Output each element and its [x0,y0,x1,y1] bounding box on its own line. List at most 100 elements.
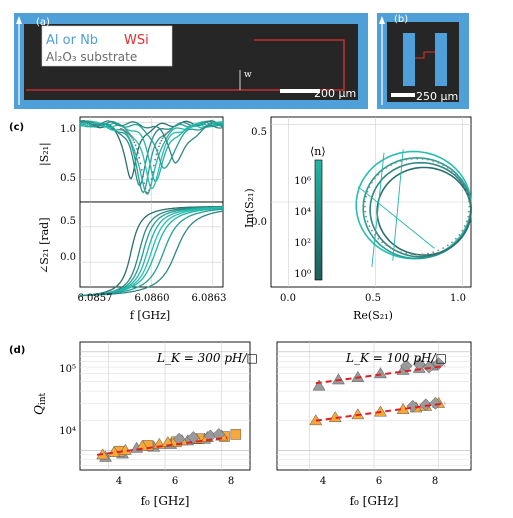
polar-data-point [442,164,445,167]
c-top-curves [79,120,224,195]
polar-data-point [437,161,440,164]
colorbar-tick-4: 10⁰ [294,269,311,280]
legend-substrate-label: Al₂O₃ substrate [46,50,137,64]
polar-data-point [405,252,408,255]
s21-phase-trace [80,210,224,297]
s21-data-point [153,164,155,167]
s21-data-point [137,152,139,154]
polar-data-point [390,247,392,250]
s21-magnitude-trace [79,120,224,183]
c-xtick-2: 6.0860 [135,293,170,304]
wsi-bridge [415,51,435,59]
polar-data-point [400,251,402,254]
polar-xtick-1: 0.0 [280,293,296,304]
polar-data-point [432,160,435,162]
polar-data-point [368,186,371,189]
s21-data-point [164,134,166,137]
s21-data-point [162,135,165,138]
polar-data-point [365,215,367,218]
legend-al-label: Al or Nb [46,33,98,48]
gray-triangle-marker [312,379,326,391]
polar-data-point [437,249,440,252]
fit-line-low [315,402,446,422]
c-xtick-1: 6.0857 [78,293,113,304]
gray-diamond-marker [406,399,420,413]
polar-data-point [451,241,453,244]
polar-chord [357,186,435,249]
s21-data-point [161,137,164,140]
d-left-axes: L_K = 300 pH/□ 10⁵ 10⁴ Qint 4 6 8 f₀ [GH… [32,341,258,508]
polar-data-point [377,237,380,240]
polar-data-point [371,229,373,232]
d-left-xtick-2: 6 [172,476,178,487]
polar-data-point [371,181,373,184]
polar-data-point [400,160,402,162]
c-xtick-3: 6.0863 [192,293,227,304]
polar-data-point [467,215,470,218]
colorbar-label: ⟨n⟩ [310,145,326,158]
s21-magnitude-trace [79,120,224,169]
polar-data-point [416,157,418,160]
polar-data-point [366,190,369,193]
polar-data-point [421,158,424,160]
s21-data-point [126,131,128,134]
polar-xtick-2: 0.5 [365,293,381,304]
polar-chord [392,149,404,261]
polar-data-point [468,210,470,213]
polar-data-point [373,233,376,236]
scale-bar-b [391,93,415,97]
polar-ylabel: Im(S₂₁) [243,188,256,228]
s21-data-point [130,137,133,139]
s21-data-point [128,133,131,136]
polar-data-point [410,158,413,160]
polar-data-point [427,252,429,255]
d-ytick-2: 10⁴ [59,426,76,437]
s21-data-point [166,131,169,134]
c-top-ytick-1: 1.0 [60,124,76,135]
s21-data-point [157,145,160,148]
b-arrow-head-icon [379,16,385,24]
pad-left [403,33,415,86]
polar-data-point [394,249,397,252]
polar-data-point [364,210,367,213]
scale-label-a: 200 μm [314,87,356,100]
polar-data-point [463,186,466,189]
d-left-title: L_K = 300 pH/□ [156,351,258,365]
polar-data-point [366,220,369,223]
d-left-xlabel: f₀ [GHz] [141,494,190,508]
polar-data-point [368,225,371,228]
s21-data-point [124,130,127,133]
c-polar-axes: ⟨n⟩ 10⁶ 10⁴ 10² 10⁰ 0.5 0.0 Im(S₂₁) 0.0 … [243,116,472,322]
polar-data-point [468,205,471,208]
s21-data-point [142,175,144,178]
panel-a-tag: (a) [36,17,50,28]
d-left-points [96,428,242,462]
s21-data-point [160,139,163,142]
s21-data-point [134,144,137,147]
polar-data-point [442,247,445,250]
s21-data-point [148,189,150,192]
d-right-points [309,357,446,426]
c-polar-curves [355,149,472,267]
legend-box [41,25,173,67]
panel-a: (a) Al or Nb WSi Al₂O₃ substrate w 200 μ… [14,13,368,109]
panel-b: (b) 250 μm [377,13,469,109]
polar-data-point [365,195,367,198]
width-label: w [244,70,252,80]
colorbar-tick-3: 10² [294,238,311,249]
s21-data-point [140,168,143,171]
s21-data-point [155,153,158,156]
panel-d-tag: (d) [9,345,25,356]
d-ytick-1: 10⁵ [59,364,76,375]
c-bottom-grid [80,202,223,287]
polar-data-point [458,233,461,236]
polar-circle-trace [376,166,472,256]
polar-data-point [394,161,397,164]
d-right-xtick-2: 6 [376,476,382,487]
polar-data-point [390,164,392,167]
c-xlabel: f [GHz] [130,309,170,322]
d-right-title: L_K = 100 pH/□ [345,351,447,365]
polar-data-point [461,229,464,232]
s21-data-point [167,130,170,133]
